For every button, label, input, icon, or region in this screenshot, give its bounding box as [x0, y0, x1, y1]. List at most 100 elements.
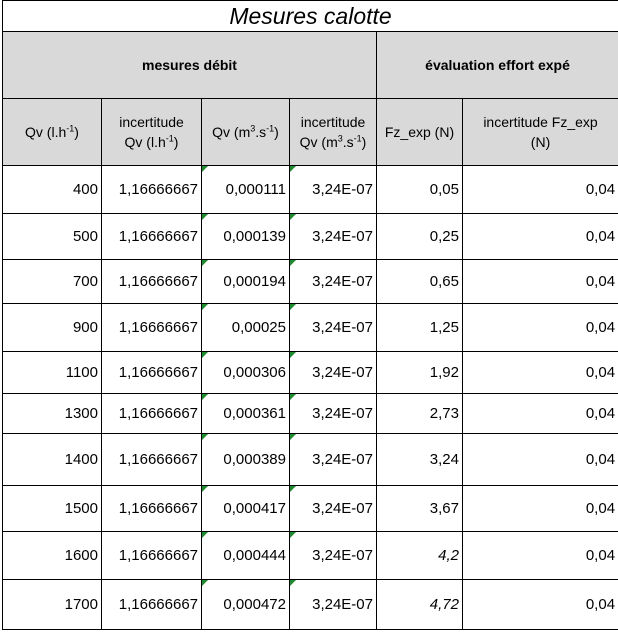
qv-m3s-cell[interactable]: 0,00025: [201, 303, 290, 352]
qv-m3s-cell[interactable]: 0,000111: [201, 165, 290, 214]
col-header-inc-qv-lh[interactable]: incertitude Qv (l.h-1): [101, 98, 202, 166]
inc-qv-m3s-sup2: -1: [353, 133, 362, 144]
inc-qv-m3s-cell[interactable]: 3,24E-07: [289, 165, 377, 214]
fz-exp-cell[interactable]: 0,05: [376, 165, 463, 214]
inc-qv-m3s-cell[interactable]: 3,24E-07: [289, 531, 377, 580]
fz-exp-cell[interactable]: 0,25: [376, 213, 463, 260]
inc-qv-m3s-cell[interactable]: 3,24E-07: [289, 213, 377, 260]
inc-qv-m3s-cell[interactable]: 3,24E-07: [289, 433, 377, 486]
inc-qv-lh-cell[interactable]: 1,16666667: [101, 433, 202, 486]
inc-qv-m3s-cell[interactable]: 3,24E-07: [289, 393, 377, 434]
qv-lh-cell[interactable]: 1100: [2, 351, 102, 394]
table-row: 1300 1,16666667 0,000361 3,24E-07 2,73 0,04: [2, 393, 618, 434]
table-row: 500 1,16666667 0,000139 3,24E-07 0,25 0,04: [2, 213, 618, 260]
qv-lh-cell[interactable]: 500: [2, 213, 102, 260]
inc-qv-m3s-tail: ): [361, 134, 367, 150]
col-header-fz-exp[interactable]: Fz_exp (N): [376, 98, 463, 166]
inc-qv-m3s-cell[interactable]: 3,24E-07: [289, 259, 377, 304]
inc-qv-lh-cell[interactable]: 1,16666667: [101, 165, 202, 214]
table-row: 700 1,16666667 0,000194 3,24E-07 0,65 0,04: [2, 259, 618, 304]
inc-qv-m3s-cell[interactable]: 3,24E-07: [289, 351, 377, 394]
inc-fz-line1: incertitude Fz_exp: [483, 114, 598, 130]
sheet-title[interactable]: Mesures calotte: [1, 0, 618, 32]
inc-qv-lh-cell[interactable]: 1,16666667: [101, 213, 202, 260]
inc-fz-exp-cell[interactable]: 0,04: [461, 213, 618, 260]
inc-fz-exp-cell[interactable]: 0,04: [461, 433, 618, 486]
qv-m3s-cell[interactable]: 0,000361: [201, 393, 290, 434]
qv-m3s-base: Qv (m: [212, 124, 251, 140]
inc-qv-lh-cell[interactable]: 1,16666667: [101, 485, 202, 532]
inc-qv-lh-line1: incertitude: [119, 114, 184, 130]
col-header-inc-qv-m3s[interactable]: incertitude Qv (m3.s-1): [289, 98, 377, 166]
qv-m3s-cell[interactable]: 0,000444: [201, 531, 290, 580]
inc-fz-line2: (N): [530, 134, 551, 150]
inc-qv-lh-cell[interactable]: 1,16666667: [101, 579, 202, 630]
qv-lh-cell[interactable]: 900: [2, 303, 102, 352]
qv-m3s-sup1: 3: [250, 123, 256, 134]
inc-fz-exp-cell[interactable]: 0,04: [461, 303, 618, 352]
inc-fz-exp-cell[interactable]: 0,04: [461, 351, 618, 394]
inc-qv-lh-cell[interactable]: 1,16666667: [101, 303, 202, 352]
qv-lh-base: Qv (l.h: [25, 124, 67, 140]
qv-lh-cell[interactable]: 1300: [2, 393, 102, 434]
inc-fz-exp-cell[interactable]: 0,04: [461, 579, 618, 630]
group-header-evaluation-effort[interactable]: évaluation effort expé: [375, 31, 618, 99]
inc-fz-exp-cell[interactable]: 0,04: [461, 531, 618, 580]
table-row: 1100 1,16666667 0,000306 3,24E-07 1,92 0,04: [2, 351, 618, 394]
inc-qv-lh-cell[interactable]: 1,16666667: [101, 393, 202, 434]
qv-lh-cell[interactable]: 1700: [2, 579, 102, 630]
fz-exp-cell[interactable]: 3,67: [376, 485, 463, 532]
qv-m3s-mid: .s: [255, 124, 267, 140]
inc-qv-lh-tail: ): [173, 134, 179, 150]
table-row: 1500 1,16666667 0,000417 3,24E-07 3,67 0,04: [2, 485, 618, 532]
inc-qv-m3s-line1: incertitude: [300, 114, 366, 130]
qv-m3s-cell[interactable]: 0,000139: [201, 213, 290, 260]
qv-m3s-cell[interactable]: 0,000194: [201, 259, 290, 304]
fz-exp-cell[interactable]: 3,24: [376, 433, 463, 486]
qv-m3s-cell[interactable]: 0,000306: [201, 351, 290, 394]
group-header-mesures-debit[interactable]: mesures débit: [2, 31, 377, 99]
table-row: 1400 1,16666667 0,000389 3,24E-07 3,24 0,04: [2, 433, 618, 486]
col-header-qv-m3s[interactable]: Qv (m3.s-1): [201, 98, 290, 166]
inc-qv-lh-cell[interactable]: 1,16666667: [101, 531, 202, 580]
inc-qv-m3s-sup1: 3: [337, 133, 343, 144]
qv-m3s-cell[interactable]: 0,000389: [201, 433, 290, 486]
qv-lh-cell[interactable]: 400: [2, 165, 102, 214]
inc-fz-exp-cell[interactable]: 0,04: [461, 485, 618, 532]
qv-m3s-sup2: -1: [266, 123, 275, 134]
table-row: 1700 1,16666667 0,000472 3,24E-07 4,72 0,04: [2, 579, 618, 630]
fz-exp-cell[interactable]: 1,25: [376, 303, 463, 352]
inc-fz-exp-cell[interactable]: 0,04: [461, 165, 618, 214]
table-row: 400 1,16666667 0,000111 3,24E-07 0,05 0,04: [2, 165, 618, 214]
qv-m3s-tail: ): [274, 124, 279, 140]
inc-fz-exp-cell[interactable]: 0,04: [461, 259, 618, 304]
qv-lh-cell[interactable]: 1600: [2, 531, 102, 580]
fz-exp-cell[interactable]: 4,2: [376, 531, 463, 580]
table-row: 900 1,16666667 0,00025 3,24E-07 1,25 0,04: [2, 303, 618, 352]
inc-qv-lh-sup: -1: [165, 133, 174, 144]
qv-m3s-cell[interactable]: 0,000472: [201, 579, 290, 630]
col-header-inc-fz-exp[interactable]: incertitude Fz_exp (N): [461, 98, 618, 166]
qv-lh-cell[interactable]: 1400: [2, 433, 102, 486]
qv-lh-cell[interactable]: 1500: [2, 485, 102, 532]
col-header-qv-lh[interactable]: Qv (l.h-1): [2, 98, 102, 166]
qv-lh-cell[interactable]: 700: [2, 259, 102, 304]
fz-exp-cell[interactable]: 0,65: [376, 259, 463, 304]
inc-qv-lh-cell[interactable]: 1,16666667: [101, 259, 202, 304]
inc-qv-m3s-cell[interactable]: 3,24E-07: [289, 485, 377, 532]
inc-qv-m3s-cell[interactable]: 3,24E-07: [289, 303, 377, 352]
inc-fz-exp-cell[interactable]: 0,04: [461, 393, 618, 434]
fz-exp-cell[interactable]: 1,92: [376, 351, 463, 394]
fz-exp-cell[interactable]: 4,72: [376, 579, 463, 630]
fz-exp-cell[interactable]: 2,73: [376, 393, 463, 434]
inc-qv-m3s-base: Qv (m: [299, 134, 338, 150]
table-row: 1600 1,16666667 0,000444 3,24E-07 4,2 0,04: [2, 531, 618, 580]
qv-lh-sup: -1: [66, 123, 75, 134]
qv-m3s-cell[interactable]: 0,000417: [201, 485, 290, 532]
inc-qv-lh-cell[interactable]: 1,16666667: [101, 351, 202, 394]
data-rows: 400 1,16666667 0,000111 3,24E-07 0,05 0,04 500…: [2, 165, 618, 630]
qv-lh-tail: ): [74, 124, 79, 140]
inc-qv-m3s-cell[interactable]: 3,24E-07: [289, 579, 377, 630]
inc-qv-lh-base: Qv (l.h: [124, 134, 166, 150]
